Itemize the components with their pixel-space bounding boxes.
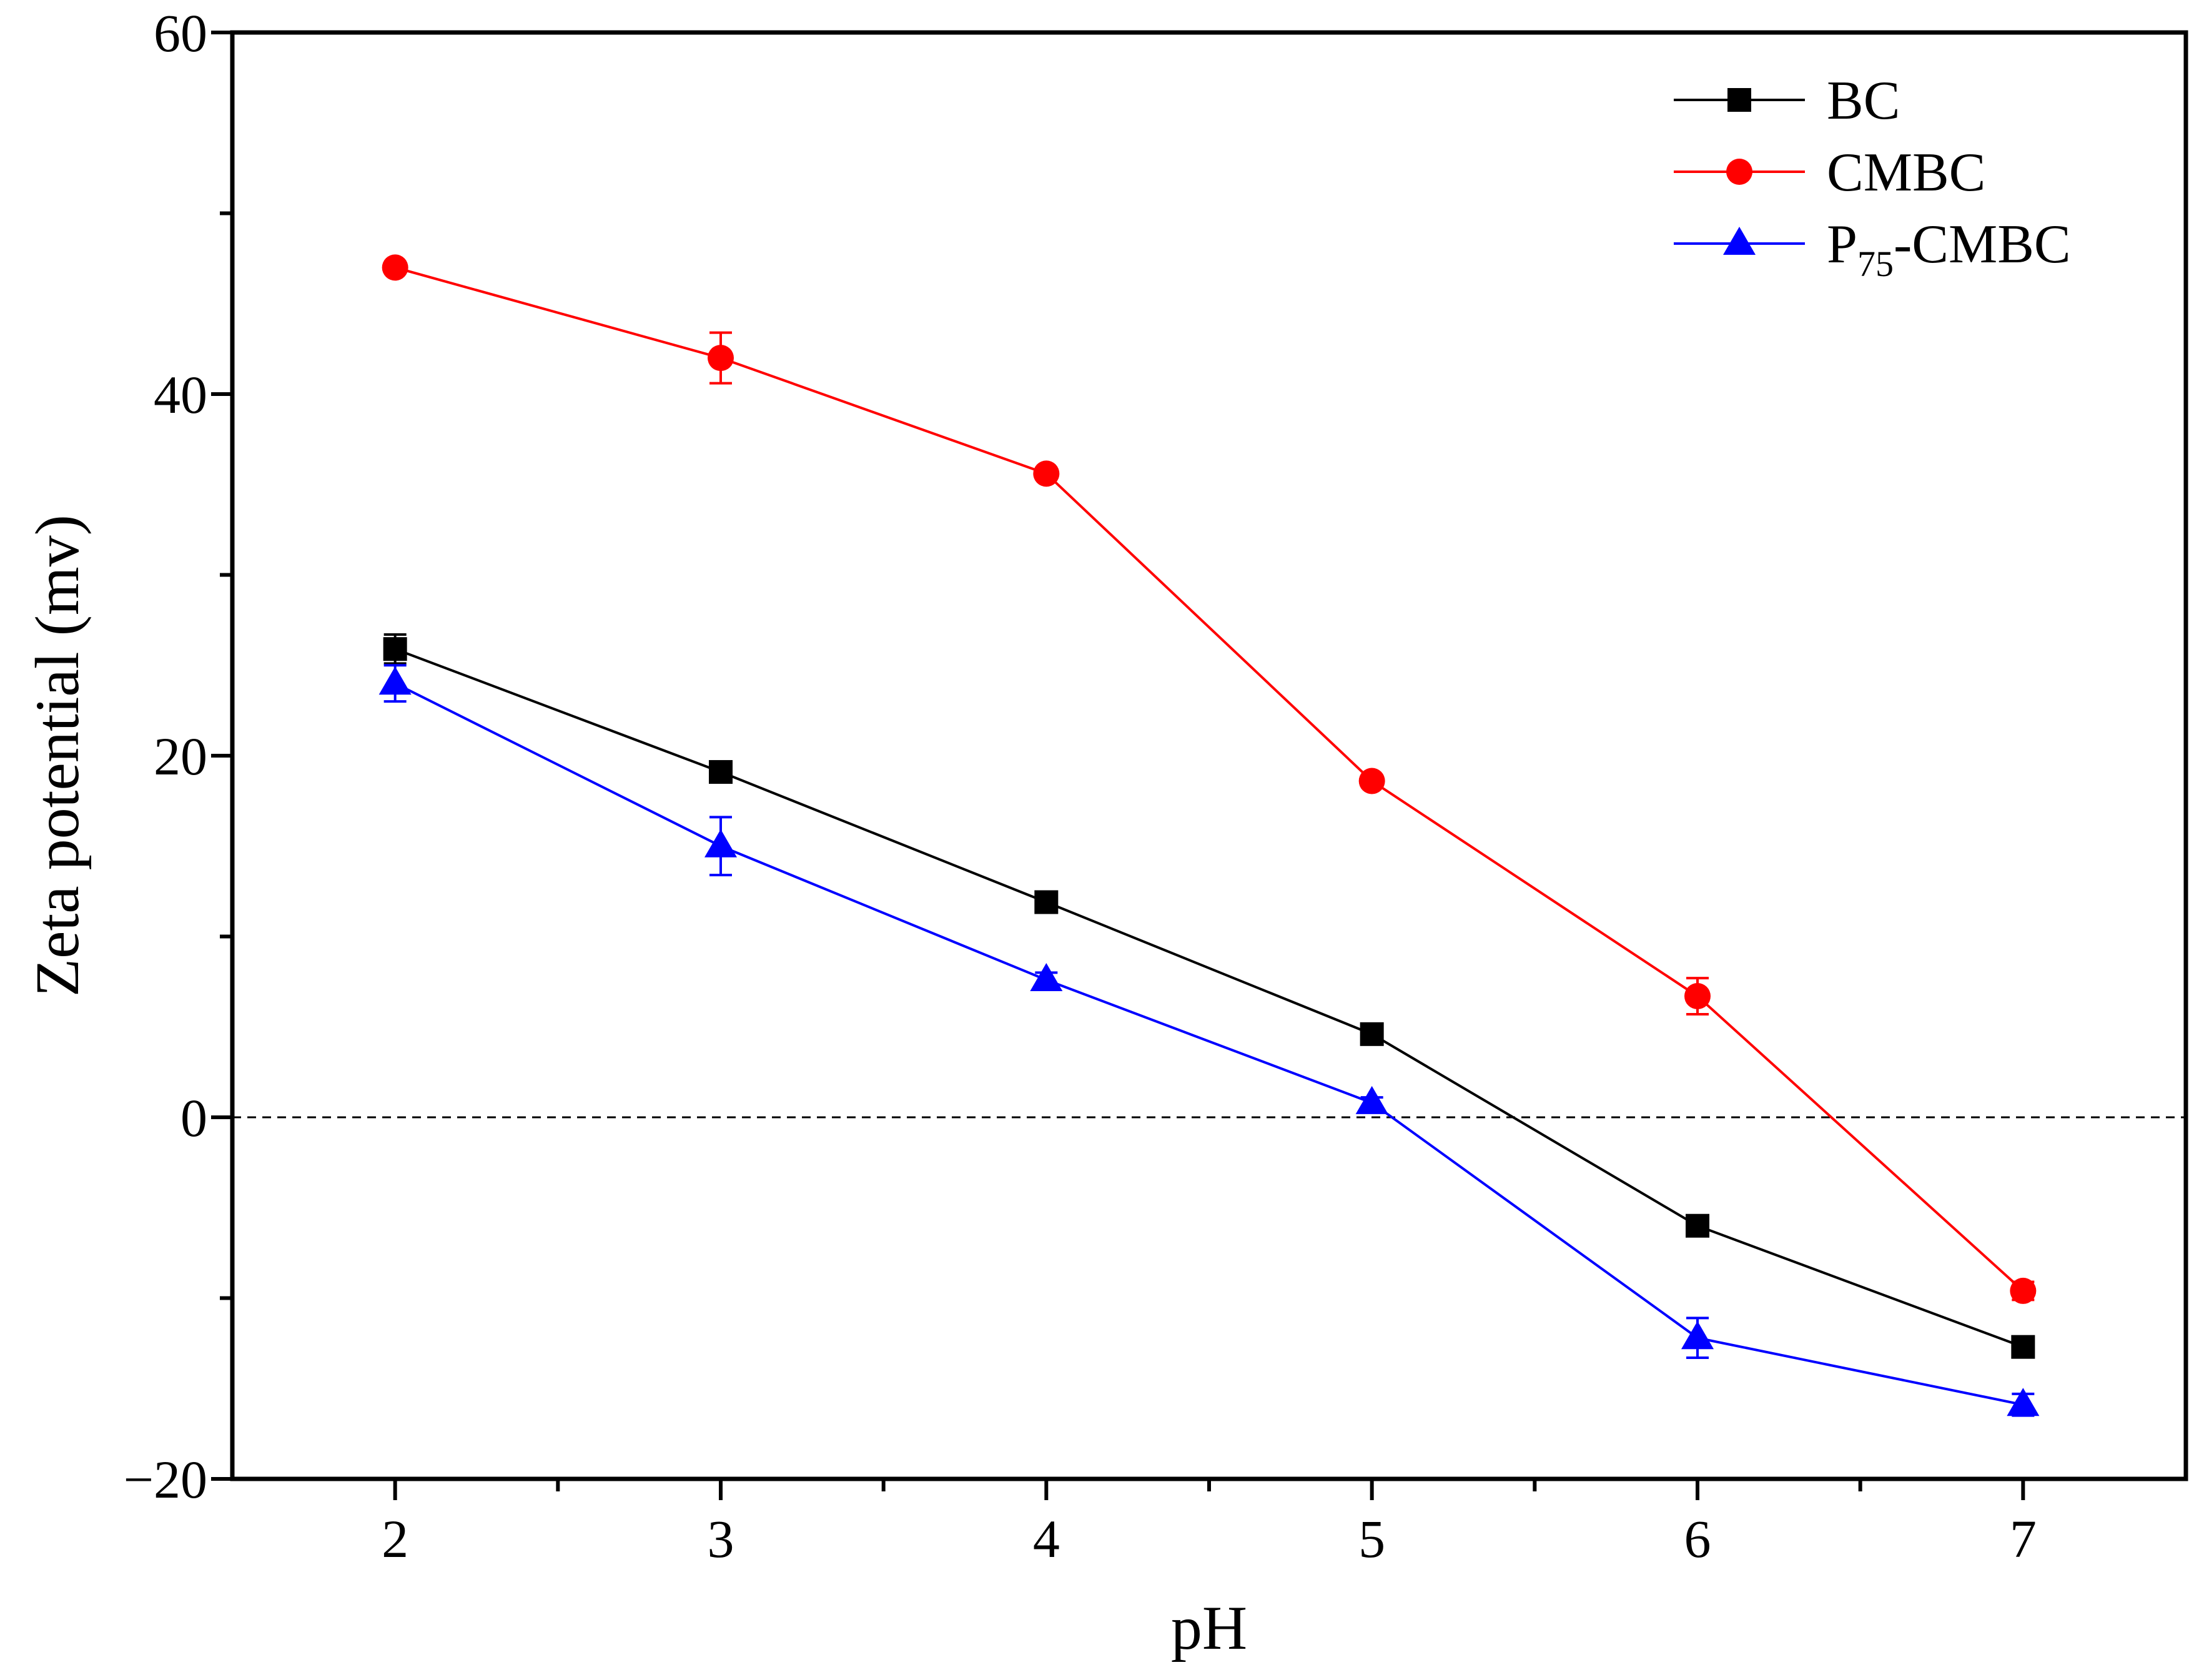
data-point-cmbc bbox=[1684, 983, 1711, 1010]
data-point-p75-cmbc bbox=[1681, 1321, 1714, 1350]
series-line-p75-cmbc bbox=[394, 682, 2024, 1406]
y-axis-title: Zeta potential (mv) bbox=[22, 515, 92, 997]
data-point-cmbc bbox=[382, 254, 408, 281]
y-tick-label: 20 bbox=[154, 726, 207, 786]
legend-label-bc: BC bbox=[1827, 71, 1900, 131]
y-tick-label: 0 bbox=[180, 1088, 207, 1148]
axis-layer: 2 3 4 5 6 7 −20 0 20 40 60 bbox=[123, 3, 2036, 1569]
data-point-cmbc bbox=[1358, 768, 1385, 794]
y-tick-label: 60 bbox=[154, 3, 207, 63]
legend-marker-cmbc bbox=[1726, 159, 1752, 185]
data-point-p75-cmbc bbox=[2007, 1388, 2040, 1416]
data-point-bc bbox=[709, 760, 733, 784]
legend-marker-p75-cmbc bbox=[1723, 227, 1756, 255]
x-tick-label: 3 bbox=[708, 1509, 734, 1569]
x-tick-label: 5 bbox=[1358, 1509, 1385, 1569]
data-point-bc bbox=[1034, 890, 1059, 914]
legend-marker-bc bbox=[1727, 88, 1751, 112]
x-axis-title: pH bbox=[1171, 1593, 1247, 1663]
data-point-bc bbox=[2011, 1335, 2035, 1359]
data-point-cmbc bbox=[1033, 460, 1060, 487]
y-tick-label: −20 bbox=[123, 1450, 207, 1510]
data-point-p75-cmbc bbox=[1355, 1085, 1388, 1114]
series-line-bc bbox=[394, 648, 2024, 1348]
data-point-bc bbox=[1360, 1022, 1384, 1046]
x-tick-label: 4 bbox=[1033, 1509, 1060, 1569]
data-point-p75-cmbc bbox=[1030, 962, 1063, 991]
data-point-p75-cmbc bbox=[378, 666, 412, 695]
data-point-bc bbox=[1686, 1213, 1709, 1238]
x-tick-label: 6 bbox=[1684, 1509, 1711, 1569]
y-tick-label: 40 bbox=[154, 365, 207, 425]
data-point-bc bbox=[383, 637, 407, 661]
series-layer bbox=[378, 254, 2040, 1417]
x-tick-label: 2 bbox=[382, 1509, 408, 1569]
data-point-cmbc bbox=[2010, 1277, 2037, 1304]
legend-label-p75-cmbc: P75-CMBC bbox=[1827, 214, 2071, 284]
data-point-cmbc bbox=[708, 345, 734, 372]
series-line-cmbc bbox=[395, 266, 2024, 1292]
legend: BC CMBC P75-CMBC bbox=[1674, 71, 2071, 284]
data-point-p75-cmbc bbox=[704, 829, 737, 857]
legend-label-cmbc: CMBC bbox=[1827, 142, 1985, 203]
x-tick-label: 7 bbox=[2010, 1509, 2037, 1569]
